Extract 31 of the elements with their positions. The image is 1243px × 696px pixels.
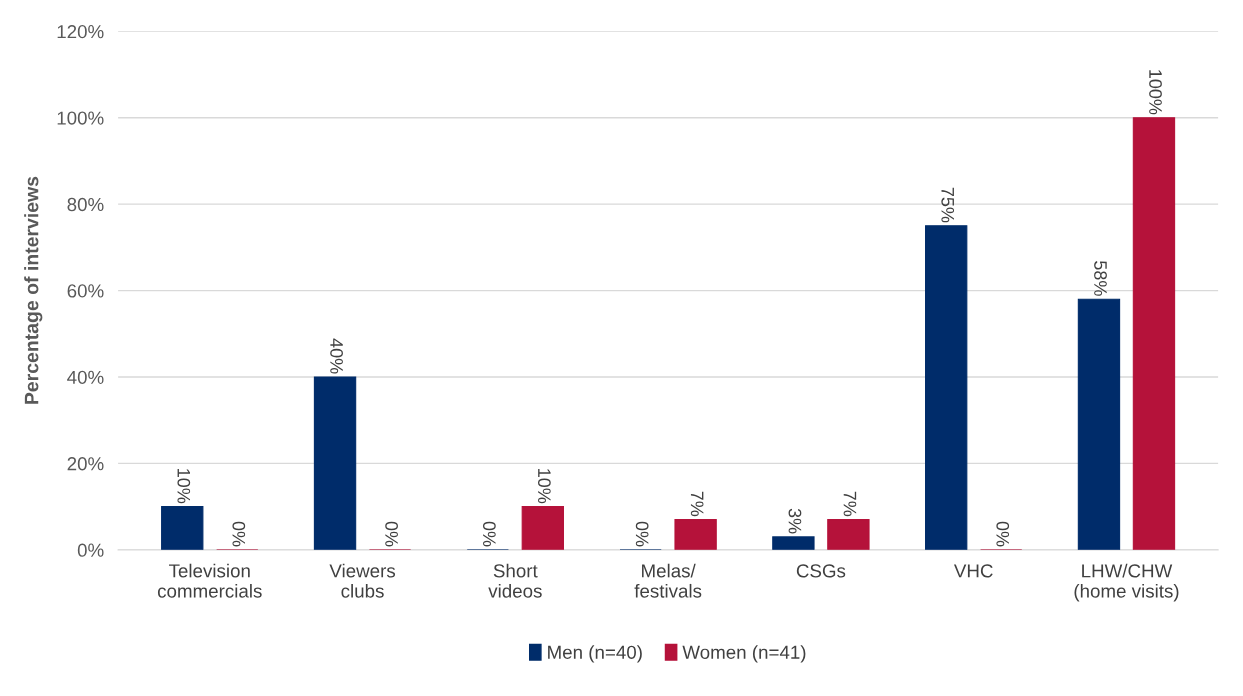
data-label: 3%	[788, 508, 802, 534]
x-tick-label: Short videos	[488, 563, 542, 598]
y-tick-label: 120%	[57, 25, 104, 39]
x-tick-label: VHC	[953, 564, 993, 578]
data-label: 58%	[1094, 261, 1107, 296]
y-tick-label: 40%	[67, 370, 104, 384]
data-label: 7%	[690, 491, 704, 517]
data-label: 0%	[635, 521, 649, 547]
data-label: 40%	[330, 338, 343, 374]
x-tick-label: Melas/ festivals	[634, 563, 702, 598]
y-tick-label: 0%	[77, 543, 104, 557]
data-label: 10%	[537, 469, 551, 504]
data-label: 100%	[1149, 70, 1162, 115]
y-tick-label: 100%	[57, 111, 104, 125]
data-label: 10%	[177, 469, 191, 504]
x-tick-label: Television commercials	[157, 563, 262, 598]
data-label: 0%	[232, 521, 246, 547]
x-tick-label: CSGs	[796, 564, 846, 578]
y-tick-label: 20%	[67, 457, 104, 471]
data-label: 0%	[996, 521, 1010, 547]
y-tick-label: 60%	[67, 284, 104, 298]
data-label: 75%	[941, 187, 955, 223]
legend-label: Women (n=41)	[682, 645, 806, 663]
x-tick-label: Viewers clubs	[329, 563, 396, 598]
y-axis-title: Percentage of interviews	[24, 176, 43, 404]
data-label: 7%	[843, 491, 857, 517]
x-tick-label: LHW/CHW (home visits)	[1074, 563, 1179, 602]
data-label: 0%	[482, 521, 496, 547]
y-tick-label: 80%	[67, 197, 104, 212]
legend-label: Men (n=40)	[548, 645, 642, 663]
data-label: 0%	[385, 521, 398, 547]
